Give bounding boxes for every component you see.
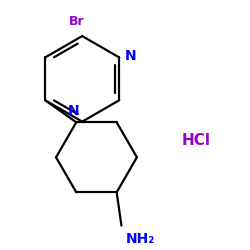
Text: N: N (68, 104, 80, 118)
Text: N: N (125, 49, 137, 63)
Text: NH₂: NH₂ (126, 232, 156, 245)
Text: Br: Br (68, 16, 84, 28)
Text: HCl: HCl (182, 133, 211, 148)
